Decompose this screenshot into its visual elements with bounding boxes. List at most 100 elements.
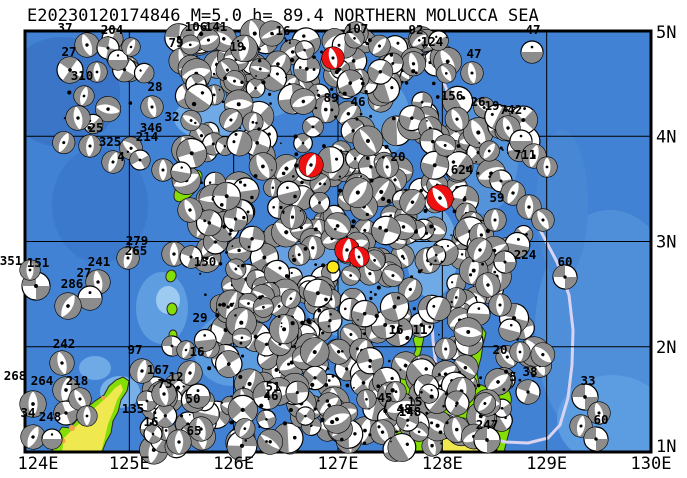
beachball[interactable] [368, 213, 403, 248]
beachball[interactable] [319, 401, 355, 437]
beachball[interactable] [41, 428, 63, 450]
beachball[interactable] [177, 107, 204, 134]
beachball[interactable] [293, 403, 318, 428]
beachball[interactable] [355, 388, 377, 410]
beachball[interactable] [115, 245, 142, 272]
beachball[interactable] [503, 230, 532, 259]
beachball[interactable] [306, 170, 334, 198]
beachball[interactable] [179, 34, 202, 57]
beachball[interactable] [293, 55, 321, 83]
beachball[interactable] [131, 60, 158, 87]
beachball[interactable] [432, 132, 459, 159]
beachball[interactable] [416, 380, 442, 406]
beachball[interactable] [520, 40, 544, 64]
beachball[interactable] [265, 292, 294, 321]
beachball[interactable] [99, 148, 127, 176]
beachball[interactable] [364, 55, 397, 88]
beachball[interactable] [193, 328, 217, 352]
beachball[interactable] [305, 189, 333, 217]
beachball[interactable] [497, 317, 524, 344]
beachball[interactable] [433, 60, 459, 86]
beachball[interactable] [287, 85, 320, 118]
beachball[interactable] [586, 400, 613, 427]
beachball[interactable] [86, 61, 108, 83]
beachball[interactable] [275, 179, 303, 207]
beachball[interactable] [439, 146, 479, 186]
beachball[interactable] [295, 332, 335, 372]
beachball[interactable] [93, 94, 122, 123]
beachball[interactable] [493, 250, 517, 274]
beachball[interactable] [119, 35, 143, 59]
beachball[interactable] [406, 27, 432, 53]
beachball[interactable] [333, 66, 368, 101]
beachball[interactable] [299, 113, 328, 142]
beachball[interactable] [441, 104, 472, 135]
beachball[interactable] [149, 400, 181, 432]
beachball[interactable] [526, 338, 559, 371]
beachball[interactable] [231, 415, 258, 442]
beachball[interactable] [19, 390, 47, 418]
beachball[interactable] [399, 49, 428, 78]
beachball[interactable] [425, 27, 452, 54]
beachball[interactable] [338, 263, 364, 289]
beachball[interactable] [222, 255, 250, 283]
beachball[interactable] [231, 327, 252, 348]
beachball[interactable] [139, 94, 166, 121]
beachball-red[interactable] [296, 150, 327, 181]
beachball[interactable] [337, 172, 379, 214]
beachball[interactable] [285, 380, 310, 405]
beachball[interactable] [19, 259, 41, 281]
beachball[interactable] [186, 414, 215, 443]
beachball[interactable] [174, 194, 206, 226]
beachball[interactable] [423, 293, 454, 324]
beachball[interactable] [424, 242, 449, 267]
beachball[interactable] [383, 428, 421, 466]
beachball[interactable] [107, 49, 129, 71]
beachball[interactable] [395, 185, 430, 220]
beachball[interactable] [173, 135, 210, 172]
beachball[interactable] [222, 389, 263, 430]
beachball[interactable] [475, 137, 503, 165]
beachball[interactable] [375, 154, 400, 179]
beachball[interactable] [212, 181, 241, 211]
beachball[interactable] [47, 348, 76, 377]
beachball[interactable] [222, 205, 249, 232]
beachball[interactable] [127, 356, 156, 385]
beachball[interactable] [418, 149, 451, 182]
beachball[interactable] [278, 286, 304, 312]
beachball[interactable] [72, 84, 96, 108]
beachball[interactable] [177, 243, 205, 271]
beachball[interactable] [473, 270, 504, 301]
beachball[interactable] [583, 426, 609, 452]
beachball[interactable] [377, 289, 412, 324]
beachball[interactable] [253, 425, 287, 459]
beachball[interactable] [464, 234, 497, 267]
beachball[interactable] [488, 293, 512, 317]
beachball[interactable] [49, 128, 78, 157]
beachball[interactable] [483, 208, 507, 232]
beachball[interactable] [222, 303, 261, 342]
beachball[interactable] [292, 38, 316, 62]
beachball[interactable] [72, 30, 103, 61]
beachball[interactable] [126, 146, 153, 173]
beachball[interactable] [528, 205, 558, 235]
beachball[interactable] [366, 416, 398, 448]
beachball[interactable] [317, 307, 344, 334]
beachball[interactable] [169, 160, 192, 183]
beachball[interactable] [185, 383, 211, 409]
beachball[interactable] [50, 288, 86, 324]
beachball[interactable] [347, 120, 388, 161]
beachball[interactable] [150, 380, 178, 408]
beachball[interactable] [513, 377, 544, 408]
beachball-red[interactable] [346, 244, 372, 270]
beachball[interactable] [248, 56, 273, 81]
beachball[interactable] [385, 380, 408, 403]
beachball[interactable] [251, 295, 275, 319]
beachball[interactable] [211, 346, 247, 382]
beachball[interactable] [320, 208, 356, 244]
beachball[interactable] [238, 225, 266, 253]
beachball[interactable] [393, 406, 422, 435]
beachball[interactable] [341, 25, 368, 52]
beachball[interactable] [434, 337, 458, 361]
beachball[interactable] [215, 104, 246, 135]
